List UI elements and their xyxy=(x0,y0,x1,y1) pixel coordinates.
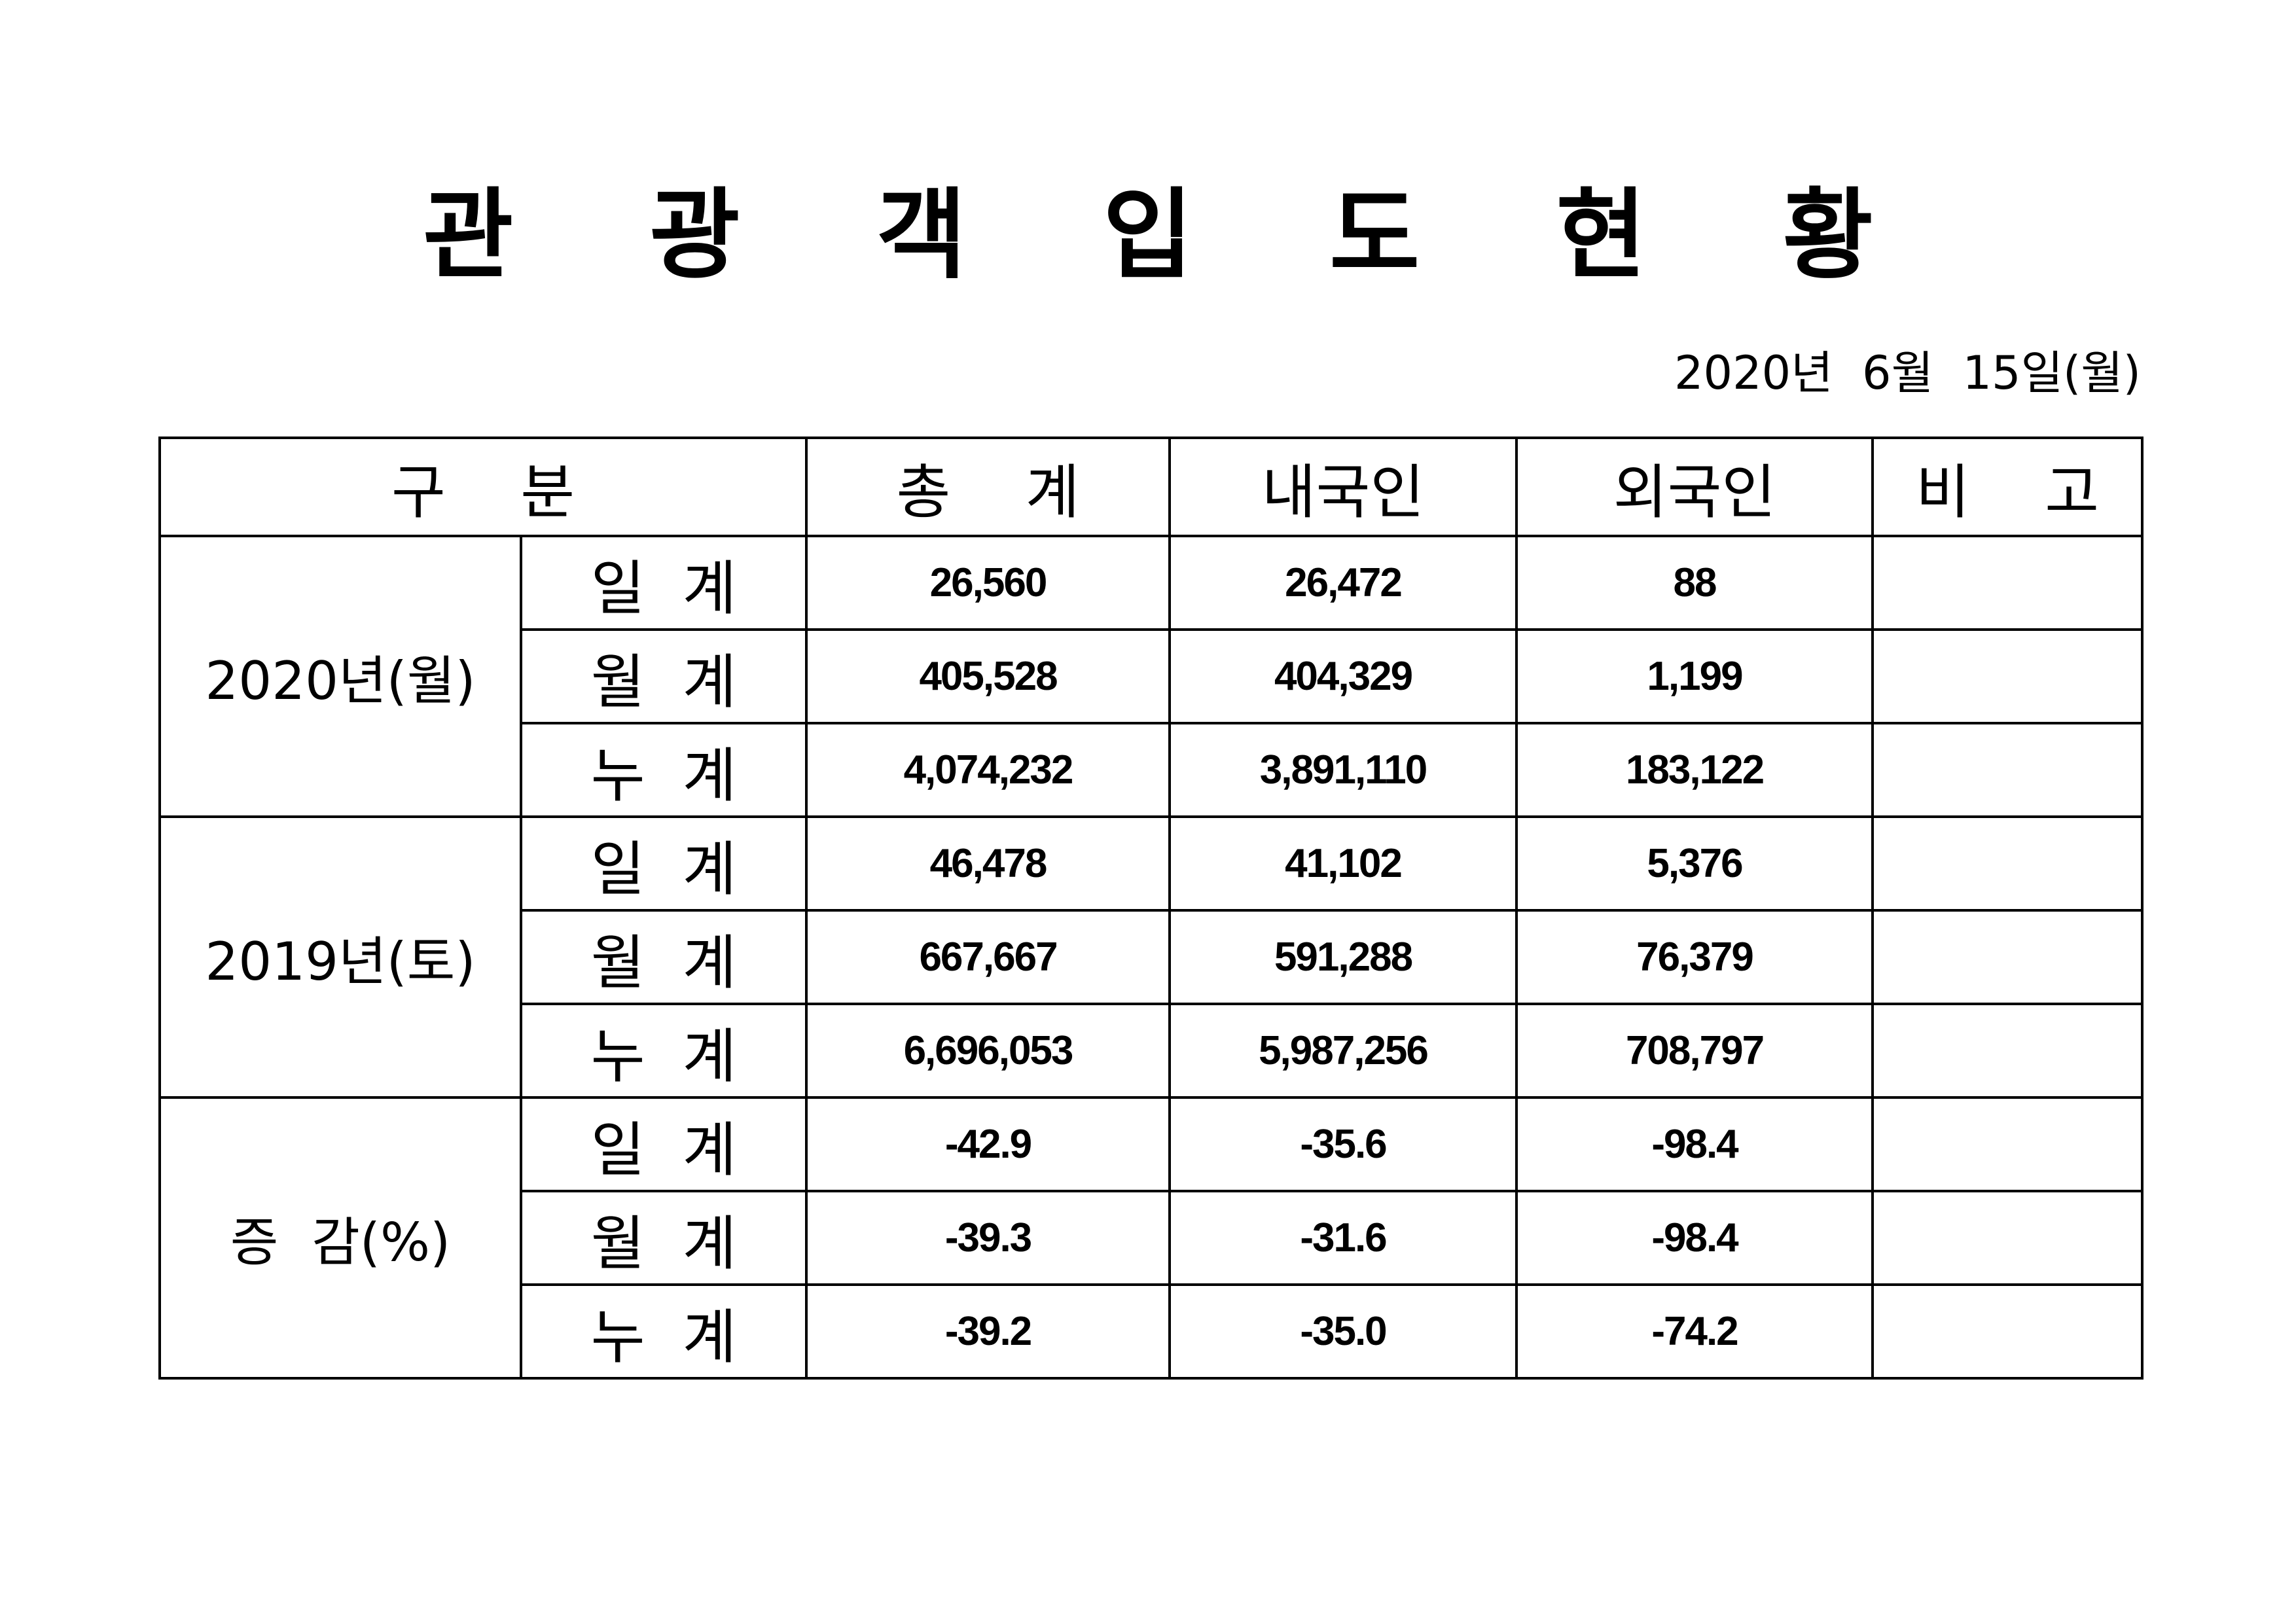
row-label: 누 계 xyxy=(520,1283,808,1380)
cell-remarks xyxy=(1871,1096,2144,1192)
table-header-row: 구 분 총 계 내국인 외국인 비 고 xyxy=(158,437,2144,537)
row-label: 일 계 xyxy=(520,535,808,631)
group-label-2019: 2019년(토) xyxy=(158,815,522,1099)
table-row: 월 계 -39.3 -31.6 -98.4 xyxy=(160,1190,2144,1286)
row-label: 누 계 xyxy=(520,722,808,818)
group-label-change: 증 감(%) xyxy=(158,1096,522,1380)
cell-foreign: -98.4 xyxy=(1515,1096,1874,1192)
cell-total: 4,074,232 xyxy=(805,722,1171,818)
header-category: 구 분 xyxy=(158,437,808,537)
table-row: 2020년(월) 일 계 26,560 26,472 88 xyxy=(158,535,2144,818)
row-label: 월 계 xyxy=(520,628,808,724)
cell-remarks xyxy=(1871,1003,2144,1099)
cell-domestic: 3,891,110 xyxy=(1168,722,1518,818)
cell-foreign: -98.4 xyxy=(1515,1190,1874,1286)
cell-foreign: 708,797 xyxy=(1515,1003,1874,1099)
cell-remarks xyxy=(1871,628,2144,724)
cell-remarks xyxy=(1871,1190,2144,1286)
group-label-2020: 2020년(월) xyxy=(158,535,522,818)
table-row: 누 계 -39.2 -35.0 -74.2 xyxy=(160,1283,2144,1380)
row-label: 일 계 xyxy=(520,815,808,912)
cell-remarks xyxy=(1871,909,2144,1005)
header-domestic: 내국인 xyxy=(1168,437,1518,537)
table-row: 누 계 6,696,053 5,987,256 708,797 xyxy=(160,1003,2144,1099)
cell-domestic: 404,329 xyxy=(1168,628,1518,724)
table-row: 2019년(토) 일 계 46,478 41,102 5,376 xyxy=(158,815,2144,1099)
cell-total: -39.3 xyxy=(805,1190,1171,1286)
cell-domestic: 41,102 xyxy=(1168,815,1518,912)
header-total: 총 계 xyxy=(805,437,1171,537)
cell-total: 6,696,053 xyxy=(805,1003,1171,1099)
row-label: 월 계 xyxy=(520,909,808,1005)
cell-domestic: 26,472 xyxy=(1168,535,1518,631)
table-row: 월 계 405,528 404,329 1,199 xyxy=(160,628,2144,724)
cell-total: 405,528 xyxy=(805,628,1171,724)
cell-foreign: 88 xyxy=(1515,535,1874,631)
cell-foreign: 1,199 xyxy=(1515,628,1874,724)
table-row: 증 감(%) 일 계 -42.9 -35.6 -98.4 xyxy=(158,1096,2144,1380)
cell-remarks xyxy=(1871,535,2144,631)
cell-domestic: -35.0 xyxy=(1168,1283,1518,1380)
header-remarks: 비 고 xyxy=(1871,437,2144,537)
tourist-arrivals-table: 구 분 총 계 내국인 외국인 비 고 2020년(월) 일 계 26,560 … xyxy=(158,437,2144,1380)
cell-foreign: 5,376 xyxy=(1515,815,1874,912)
cell-total: 26,560 xyxy=(805,535,1171,631)
cell-domestic: -31.6 xyxy=(1168,1190,1518,1286)
report-date: 2020년 6월 15일(월) xyxy=(1674,346,2141,400)
cell-total: 667,667 xyxy=(805,909,1171,1005)
row-label: 누 계 xyxy=(520,1003,808,1099)
cell-domestic: -35.6 xyxy=(1168,1096,1518,1192)
page-title: 관 광 객 입 도 현 황 xyxy=(423,179,1924,293)
cell-foreign: 76,379 xyxy=(1515,909,1874,1005)
cell-domestic: 591,288 xyxy=(1168,909,1518,1005)
cell-total: -42.9 xyxy=(805,1096,1171,1192)
cell-remarks xyxy=(1871,815,2144,912)
row-label: 일 계 xyxy=(520,1096,808,1192)
row-label: 월 계 xyxy=(520,1190,808,1286)
table-row: 월 계 667,667 591,288 76,379 xyxy=(160,909,2144,1005)
cell-total: -39.2 xyxy=(805,1283,1171,1380)
cell-domestic: 5,987,256 xyxy=(1168,1003,1518,1099)
cell-remarks xyxy=(1871,722,2144,818)
cell-foreign: -74.2 xyxy=(1515,1283,1874,1380)
table-row: 누 계 4,074,232 3,891,110 183,122 xyxy=(160,722,2144,818)
cell-total: 46,478 xyxy=(805,815,1171,912)
header-foreign: 외국인 xyxy=(1515,437,1874,537)
cell-foreign: 183,122 xyxy=(1515,722,1874,818)
cell-remarks xyxy=(1871,1283,2144,1380)
